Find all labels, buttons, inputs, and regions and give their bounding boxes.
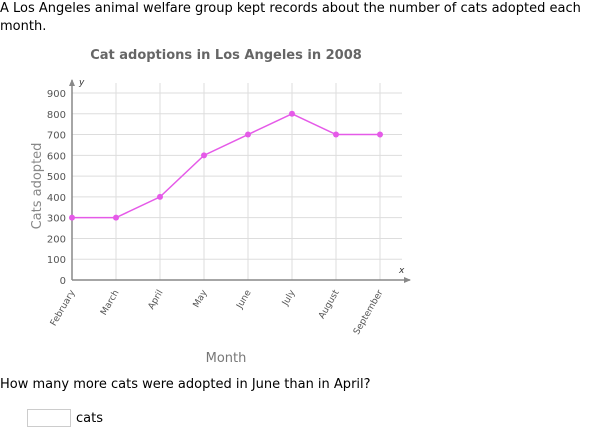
y-axis-letter: y — [78, 78, 85, 88]
y-tick-label: 600 — [47, 151, 66, 162]
data-point — [69, 214, 75, 221]
y-tick-label: 800 — [47, 110, 66, 121]
x-tick-label: February — [49, 288, 78, 328]
chart-title: Cat adoptions in Los Angeles in 2008 — [90, 48, 362, 63]
y-axis-arrow-icon — [69, 79, 75, 86]
x-tick-label: April — [147, 289, 166, 312]
x-axis-label: Month — [206, 351, 247, 366]
y-tick-label: 300 — [47, 214, 66, 225]
x-axis-arrow-icon — [404, 277, 411, 283]
y-tick-label: 100 — [47, 255, 66, 266]
y-tick-label: 400 — [47, 193, 66, 204]
series-line — [72, 112, 380, 219]
x-tick-label: March — [99, 289, 121, 318]
answer-input[interactable] — [27, 409, 71, 427]
x-tick-label: May — [192, 288, 210, 310]
data-point — [245, 131, 251, 138]
y-tick-label: 900 — [47, 89, 66, 100]
data-point — [289, 110, 295, 117]
y-tick-label: 200 — [47, 234, 66, 245]
y-axis-label: Cats adopted — [30, 143, 45, 230]
y-tick-label: 500 — [47, 172, 66, 183]
x-tick-label: September — [352, 288, 386, 336]
x-tick-label: June — [235, 288, 254, 311]
x-tick-label: August — [317, 288, 342, 321]
data-point — [333, 131, 339, 138]
x-tick-label: July — [280, 288, 298, 308]
answer-unit: cats — [76, 411, 103, 426]
y-tick-label: 0 — [60, 276, 66, 287]
data-point — [201, 152, 207, 159]
intro-text: A Los Angeles animal welfare group kept … — [0, 1, 581, 34]
data-point — [157, 193, 163, 200]
line-chart: Cat adoptions in Los Angeles in 2008 0 100… — [30, 48, 411, 366]
data-point — [113, 214, 119, 221]
question-text: How many more cats were adopted in June … — [0, 377, 371, 392]
y-tick-label: 700 — [47, 131, 66, 142]
x-axis-letter: x — [398, 266, 405, 276]
data-point — [377, 131, 383, 138]
